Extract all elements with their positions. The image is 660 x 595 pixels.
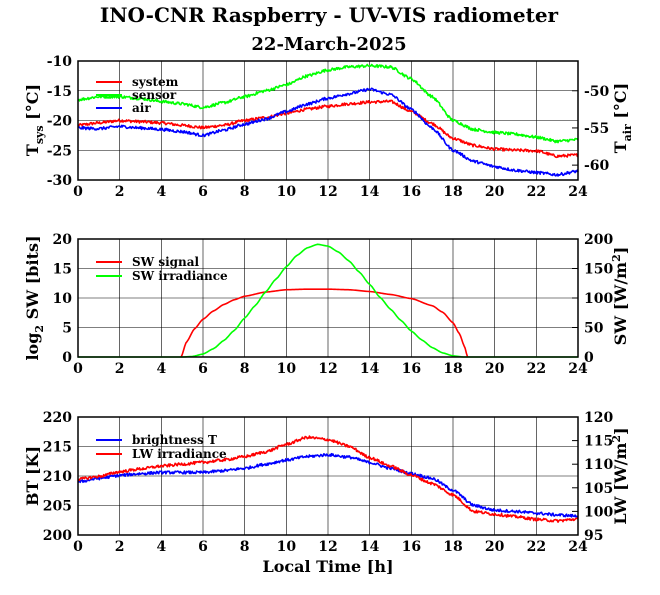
temperature-y-label: Tsys [°C] — [23, 84, 46, 156]
longwave-x-tick-label: 24 — [568, 539, 588, 555]
longwave-series-lw-irradiance — [77, 435, 579, 523]
temperature-x-tick-label: 6 — [198, 184, 208, 200]
temperature-x-tick-label: 4 — [156, 184, 166, 200]
shortwave-y-label: log2 SW [bits] — [23, 235, 46, 360]
temperature-series-system — [77, 99, 579, 159]
shortwave-plot-frame — [77, 238, 579, 358]
longwave-x-tick-label: 20 — [485, 539, 505, 555]
shortwave-y-tick-label: 0 — [62, 350, 72, 366]
longwave-y-tick-label: 200 — [43, 528, 72, 544]
longwave-y2-tick-label: 100 — [584, 504, 613, 520]
shortwave-x-tick-label: 24 — [568, 361, 588, 377]
shortwave-x-tick-label: 12 — [318, 361, 337, 377]
longwave-y2-tick-label: 105 — [584, 481, 613, 497]
longwave-x-tick-label: 6 — [198, 539, 208, 555]
temperature-plot-frame — [77, 60, 579, 181]
temperature-y-tick-label: -30 — [47, 173, 73, 189]
longwave-y2-tick-label: 115 — [584, 434, 613, 450]
longwave-x-tick-label: 22 — [527, 539, 546, 555]
temperature-legend-label: system — [132, 75, 179, 89]
temperature-y2-label: Tair [°C] — [611, 83, 634, 153]
shortwave-y-tick-label: 20 — [53, 232, 73, 248]
longwave-y2-tick-label: 110 — [584, 457, 613, 473]
chart-date: 22-March-2025 — [251, 34, 406, 55]
temperature-x-tick-label: 10 — [277, 184, 297, 200]
temperature-x-tick-label: 22 — [527, 184, 546, 200]
temperature-y-tick-label: -20 — [47, 114, 73, 130]
shortwave-y-tick-label: 10 — [53, 291, 73, 307]
shortwave-x-tick-label: 6 — [198, 361, 208, 377]
temperature-x-tick-label: 0 — [73, 184, 83, 200]
longwave-panel: BT [K] LW [W/m2] 20020521021522095100105… — [23, 410, 630, 555]
shortwave-y2-tick-label: 200 — [584, 232, 613, 248]
longwave-plot-frame — [77, 416, 579, 536]
temperature-y-tick-label: -15 — [47, 84, 72, 100]
longwave-y2-tick-label: 120 — [584, 410, 613, 426]
shortwave-series-sw-signal — [180, 288, 469, 358]
shortwave-y2-tick-label: 0 — [584, 350, 594, 366]
temperature-legend-label: sensor — [132, 88, 177, 102]
temperature-x-tick-label: 16 — [402, 184, 421, 200]
longwave-y-label: BT [K] — [23, 446, 42, 506]
shortwave-x-tick-label: 20 — [485, 361, 505, 377]
temperature-y2-tick-label: -60 — [584, 158, 610, 174]
chart-title: INO-CNR Raspberry - UV-VIS radiometer — [100, 3, 559, 27]
longwave-x-tick-label: 14 — [360, 539, 380, 555]
temperature-x-tick-label: 2 — [115, 184, 125, 200]
longwave-y-tick-label: 220 — [43, 410, 72, 426]
shortwave-x-tick-label: 18 — [443, 361, 462, 377]
shortwave-legend-label: SW irradiance — [132, 269, 228, 283]
longwave-legend-label: LW irradiance — [132, 447, 227, 461]
shortwave-x-tick-label: 8 — [240, 361, 250, 377]
longwave-series-brightness-t — [77, 452, 579, 518]
shortwave-x-tick-label: 22 — [527, 361, 546, 377]
longwave-x-tick-label: 0 — [73, 539, 83, 555]
x-axis-label: Local Time [h] — [262, 557, 393, 576]
longwave-x-tick-label: 16 — [402, 539, 421, 555]
shortwave-x-tick-label: 16 — [402, 361, 421, 377]
temperature-series-air — [77, 87, 579, 177]
shortwave-panel: log2 SW [bits] SW [W/m2] 051015200501001… — [23, 232, 630, 377]
temperature-y2-tick-label: -55 — [584, 121, 609, 137]
shortwave-x-tick-label: 4 — [156, 361, 166, 377]
shortwave-y2-tick-label: 100 — [584, 291, 613, 307]
longwave-y2-tick-label: 95 — [584, 528, 603, 544]
temperature-x-tick-label: 12 — [318, 184, 337, 200]
temperature-y-tick-label: -25 — [47, 143, 72, 159]
shortwave-legend-label: SW signal — [132, 255, 200, 269]
shortwave-x-tick-label: 0 — [73, 361, 83, 377]
shortwave-y2-tick-label: 50 — [584, 321, 604, 337]
longwave-y2-label: LW [W/m2] — [610, 427, 630, 524]
longwave-y-tick-label: 210 — [43, 469, 72, 485]
temperature-x-tick-label: 20 — [485, 184, 505, 200]
longwave-x-tick-label: 8 — [240, 539, 250, 555]
shortwave-x-tick-label: 14 — [360, 361, 380, 377]
longwave-x-tick-label: 4 — [156, 539, 166, 555]
temperature-legend-label: air — [132, 101, 151, 115]
shortwave-y2-label: SW [W/m2] — [610, 247, 630, 346]
temperature-x-tick-label: 24 — [568, 184, 588, 200]
temperature-x-tick-label: 18 — [443, 184, 462, 200]
longwave-x-tick-label: 2 — [115, 539, 125, 555]
longwave-y-tick-label: 215 — [43, 440, 72, 456]
shortwave-y-tick-label: 15 — [53, 262, 72, 278]
temperature-x-tick-label: 14 — [360, 184, 380, 200]
longwave-x-tick-label: 18 — [443, 539, 462, 555]
temperature-y2-tick-label: -50 — [584, 84, 610, 100]
temperature-x-tick-label: 8 — [240, 184, 250, 200]
temperature-panel: Tsys [°C] Tair [°C] -30 -25 -20 -15 -10 -60 -5… — [23, 54, 634, 200]
shortwave-y2-tick-label: 150 — [584, 262, 613, 278]
temperature-y-tick-label: -10 — [47, 54, 73, 70]
longwave-y-tick-label: 205 — [43, 499, 72, 515]
temperature-series-sensor — [77, 63, 579, 144]
shortwave-x-tick-label: 10 — [277, 361, 297, 377]
longwave-x-tick-label: 10 — [277, 539, 297, 555]
longwave-legend-label: brightness T — [132, 433, 217, 447]
shortwave-y-tick-label: 5 — [62, 321, 72, 337]
shortwave-x-tick-label: 2 — [115, 361, 125, 377]
longwave-x-tick-label: 12 — [318, 539, 337, 555]
